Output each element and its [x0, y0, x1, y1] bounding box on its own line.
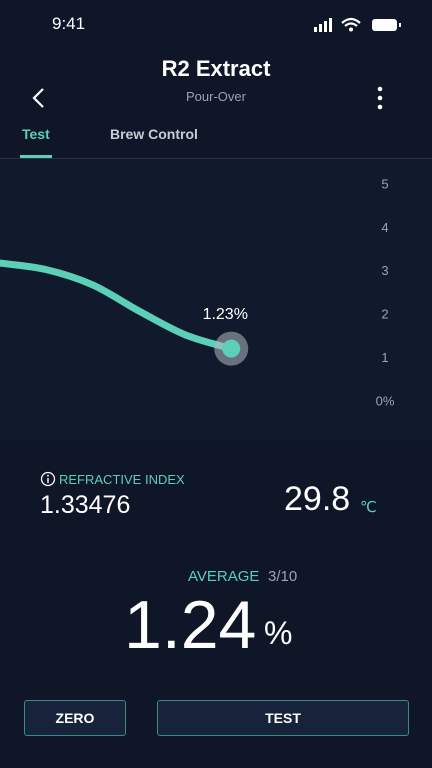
- temperature-value: 29.8: [284, 480, 351, 518]
- ri-value: 1.33476: [40, 491, 131, 519]
- average-unit: %: [264, 615, 293, 651]
- line: [0, 259, 235, 353]
- temperature-unit: ℃: [360, 499, 377, 516]
- tab[interactable]: Test: [22, 126, 50, 142]
- point: [222, 339, 241, 358]
- header-title: R2 Extract: [161, 56, 271, 81]
- y-tick-label: 2: [381, 307, 388, 322]
- more-button[interactable]: [372, 86, 388, 110]
- back-button[interactable]: [28, 86, 48, 110]
- data-label: 1.23%: [203, 306, 248, 323]
- y-tick-label: 3: [381, 263, 388, 278]
- average-label: AVERAGE: [188, 568, 260, 585]
- info-icon[interactable]: [40, 471, 56, 487]
- y-tick-label: 1: [381, 350, 388, 365]
- average-value: 1.24: [124, 587, 257, 663]
- y-tick-label: 4: [381, 220, 388, 235]
- divider: [0, 158, 432, 159]
- y-tick-label: 0%: [376, 393, 395, 408]
- ri-label: REFRACTIVE INDEX: [59, 472, 185, 487]
- status-time: 9:41: [52, 14, 86, 33]
- test-button[interactable]: TEST: [157, 700, 409, 736]
- y-tick-label: 5: [381, 176, 388, 191]
- tab[interactable]: Brew Control: [110, 126, 198, 142]
- average-count: 3/10: [268, 568, 298, 585]
- header-subtitle: Pour-Over: [186, 89, 246, 104]
- zero-button[interactable]: ZERO: [24, 700, 126, 736]
- status-icons: [314, 17, 401, 32]
- tab-underline: [20, 155, 52, 158]
- chart: 0% 1 2 3 4 5 1.23%: [0, 160, 432, 440]
